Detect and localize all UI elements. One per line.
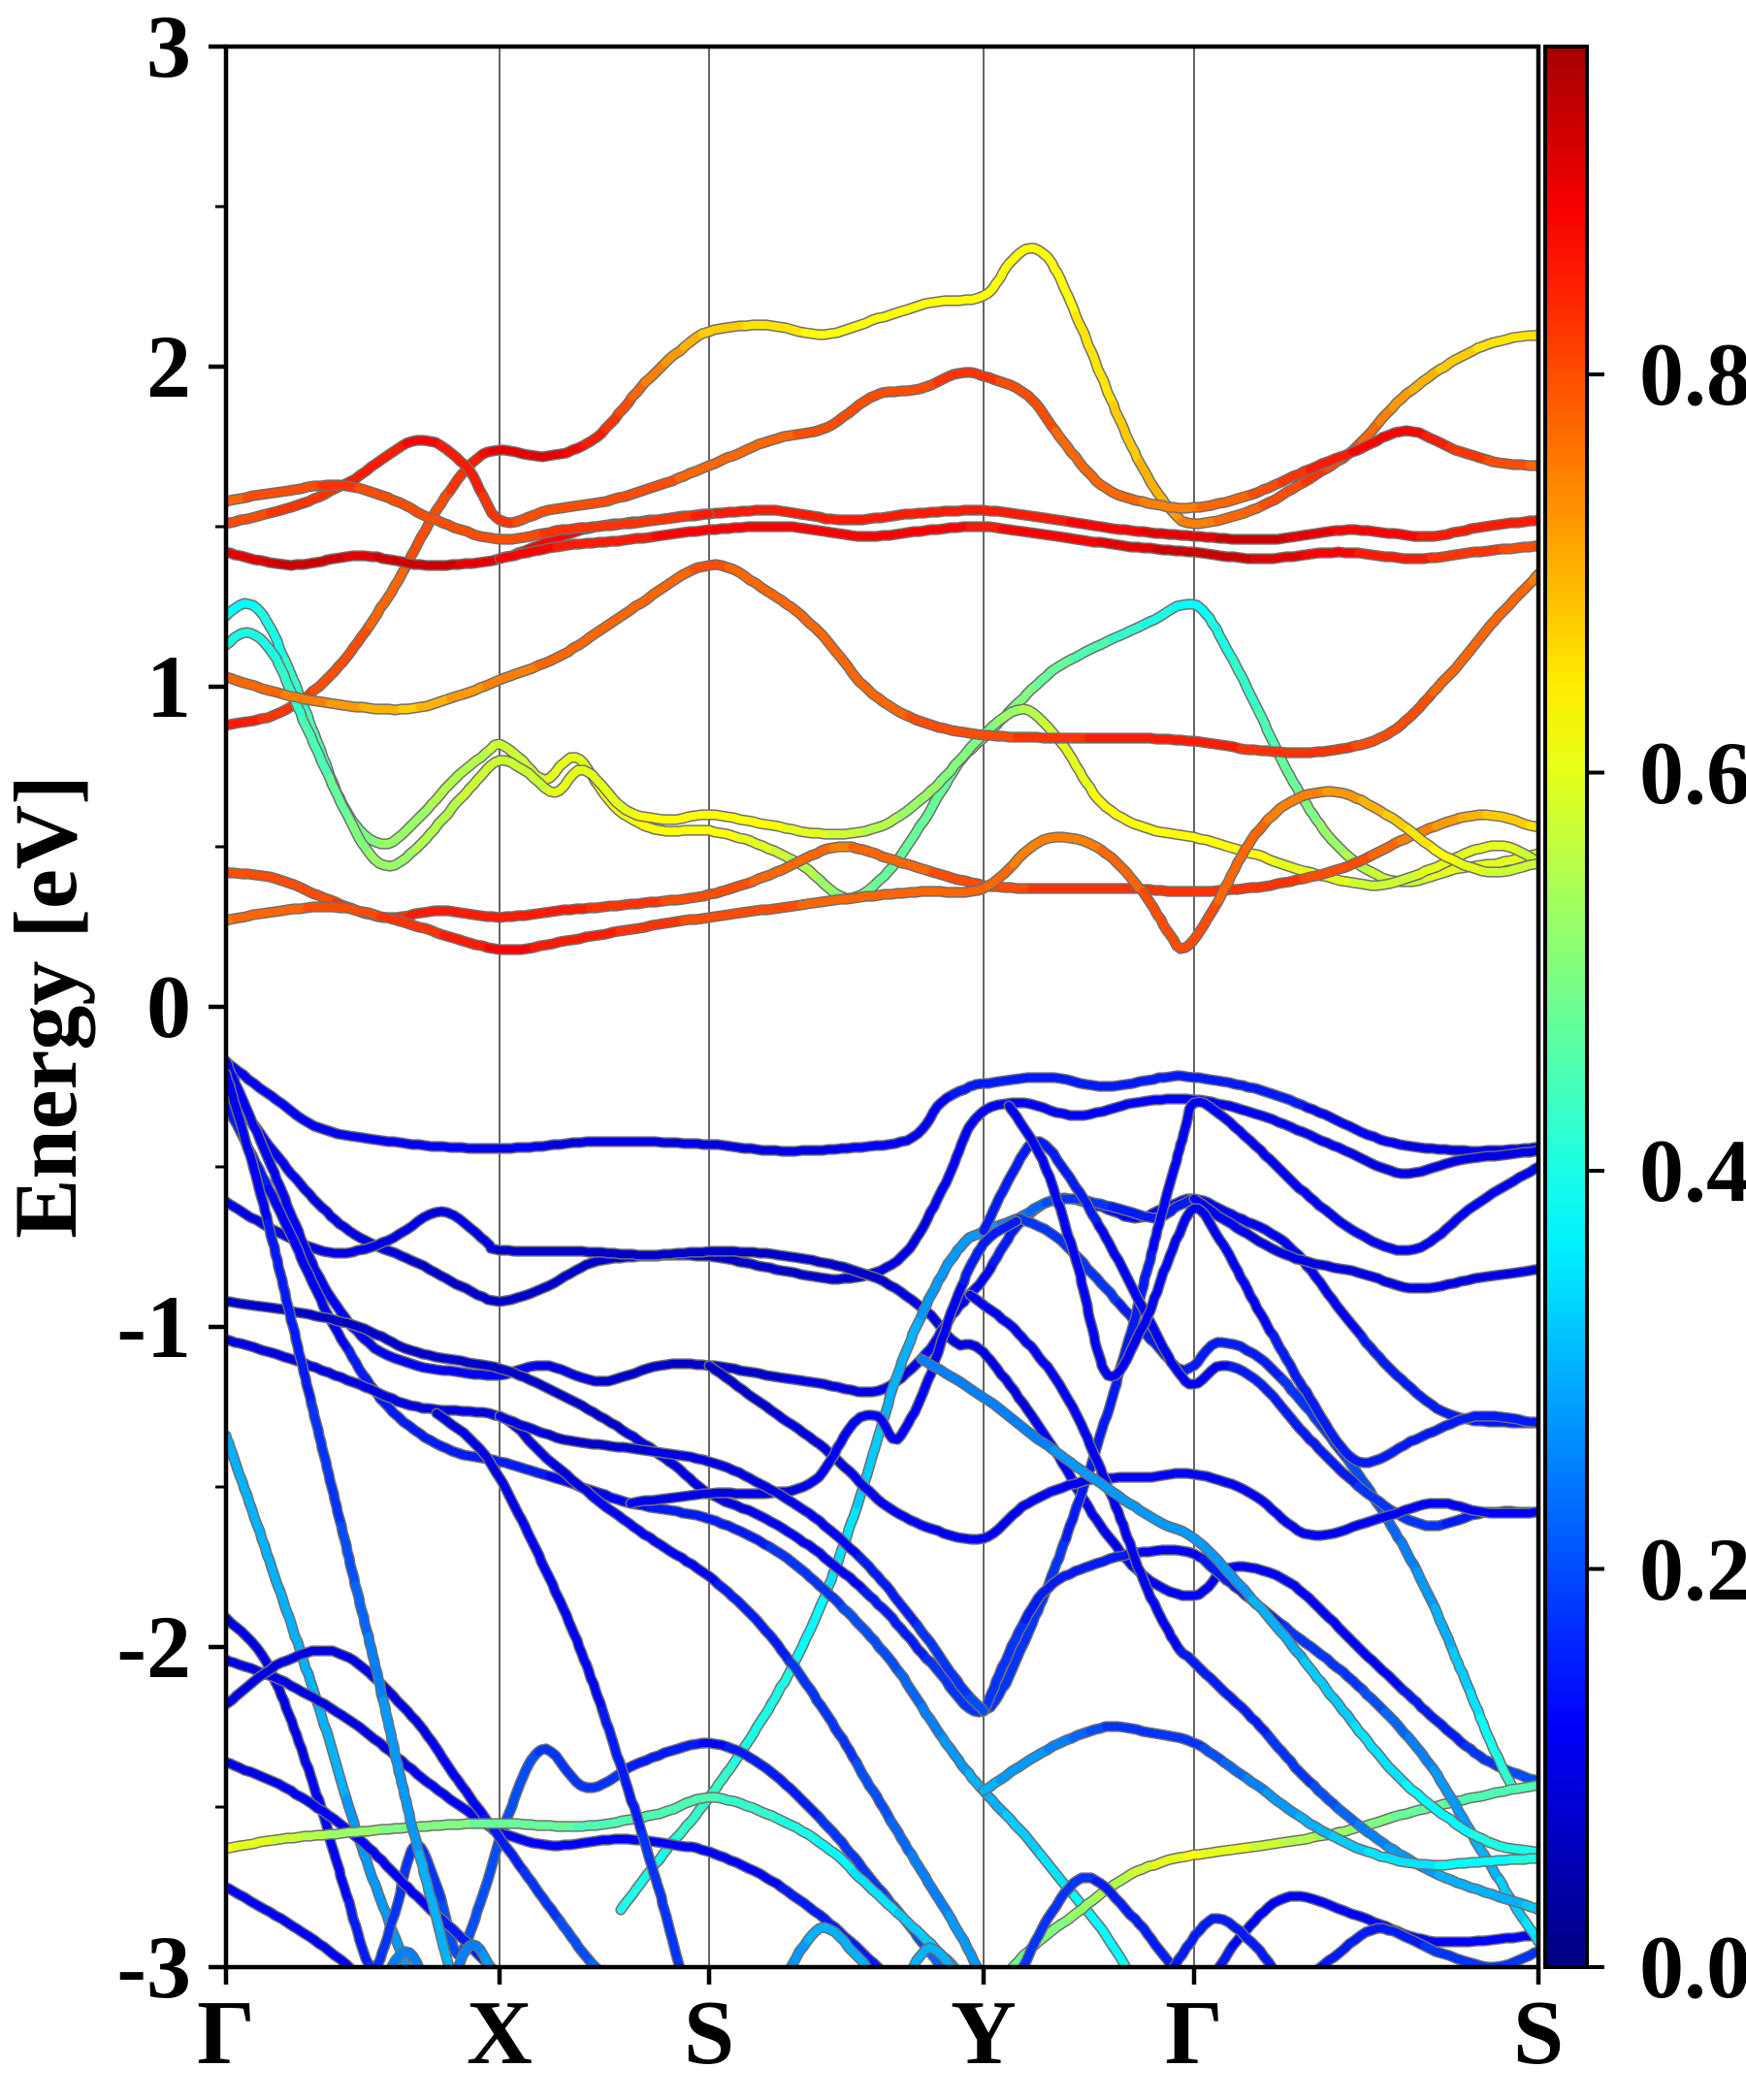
svg-text:Energy [eV]: Energy [eV] (0, 775, 95, 1239)
svg-text:0.6: 0.6 (1639, 724, 1746, 823)
svg-text:2: 2 (146, 317, 191, 416)
svg-text:0: 0 (146, 957, 191, 1056)
svg-text:0.8: 0.8 (1639, 325, 1746, 424)
svg-text:S: S (1513, 1983, 1564, 2084)
svg-text:-1: -1 (116, 1277, 191, 1376)
svg-text:X: X (467, 1983, 533, 2084)
svg-text:1: 1 (146, 637, 191, 736)
svg-text:Y: Y (951, 1983, 1017, 2084)
svg-text:0.4: 0.4 (1639, 1121, 1746, 1220)
svg-text:-2: -2 (116, 1598, 191, 1696)
svg-text:0.2: 0.2 (1639, 1520, 1746, 1619)
svg-text:3: 3 (146, 0, 191, 96)
svg-text:S: S (684, 1983, 734, 2084)
svg-text:-3: -3 (116, 1918, 191, 2017)
svg-text:Γ: Γ (1165, 1983, 1223, 2084)
svg-text:Γ: Γ (197, 1983, 255, 2084)
svg-text:0.0: 0.0 (1639, 1918, 1746, 2017)
